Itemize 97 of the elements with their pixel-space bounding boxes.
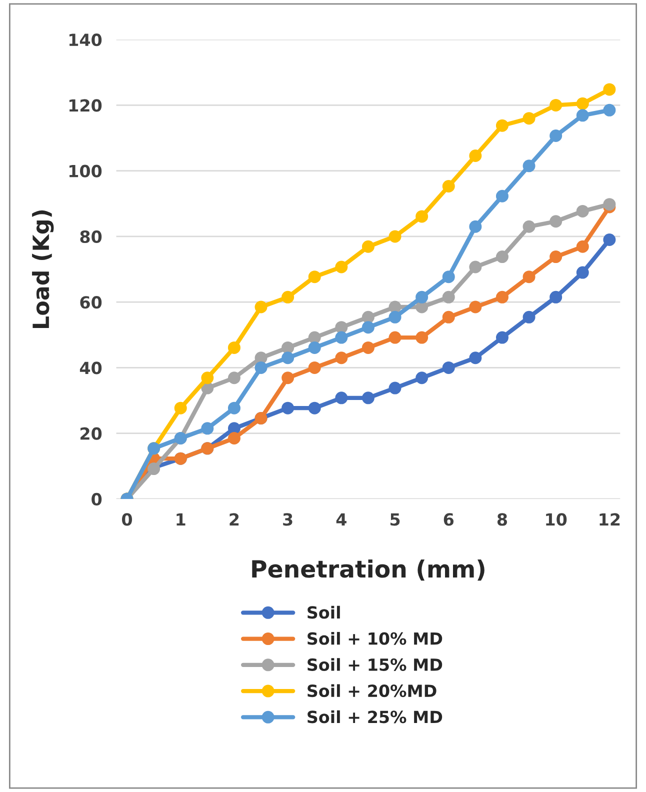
point [603, 234, 616, 246]
point [522, 310, 536, 324]
point [603, 83, 616, 96]
point [335, 331, 348, 344]
x-tick-label: 1 [176, 513, 186, 526]
point [522, 112, 536, 125]
point [335, 321, 348, 334]
point [362, 310, 374, 324]
y-tick-label: 100 [69, 164, 102, 178]
point [576, 97, 589, 110]
y-tick-label: 20 [80, 427, 102, 440]
x-tick-label: 8 [497, 513, 507, 526]
point [496, 190, 508, 202]
point [496, 331, 508, 344]
x-tick-label: 12 [600, 513, 620, 526]
point [388, 310, 402, 324]
point [362, 240, 374, 253]
point [362, 392, 374, 404]
x-tick-label: 6 [444, 513, 454, 526]
point [308, 402, 321, 414]
point [228, 432, 240, 445]
point [496, 119, 508, 132]
point [254, 361, 268, 374]
y-tick-label: 80 [80, 230, 102, 244]
point [469, 260, 482, 274]
point [550, 98, 562, 112]
x-tick-label: 0 [122, 513, 132, 526]
y-tick-label: 140 [69, 34, 102, 46]
legend-label: Soil [308, 606, 340, 619]
point [228, 402, 240, 414]
point [442, 310, 455, 324]
point [576, 204, 589, 218]
point [442, 361, 455, 374]
point [308, 270, 321, 284]
point [228, 372, 240, 384]
point [442, 290, 455, 304]
point [416, 331, 428, 344]
point [282, 352, 294, 364]
point [603, 104, 616, 116]
legend-label: Soil + 15% MD [308, 658, 442, 671]
x-tick-label: 5 [390, 513, 400, 526]
point [388, 300, 402, 314]
y-tick-label: 40 [80, 362, 102, 374]
x-tick-label: 4 [336, 513, 346, 526]
point [469, 150, 482, 162]
point [550, 250, 562, 264]
point [388, 230, 402, 243]
point [496, 250, 508, 264]
point [201, 372, 214, 384]
point [308, 341, 321, 354]
point [603, 198, 616, 211]
x-axis-title: Penetration (mm) [252, 560, 484, 581]
point [308, 361, 321, 374]
point [282, 341, 294, 354]
point [469, 220, 482, 233]
point [388, 331, 402, 344]
point [522, 270, 536, 284]
point [335, 392, 348, 404]
y-axis-title: Load (Kg) [32, 210, 54, 328]
point [388, 382, 402, 394]
y-tick-label: 120 [69, 99, 102, 112]
x-tick-label: 3 [283, 513, 292, 526]
point [282, 290, 294, 304]
point [550, 290, 562, 304]
legend-label: Soil + 10% MD [308, 632, 442, 645]
point [496, 290, 508, 304]
point [469, 352, 482, 364]
point [254, 300, 268, 314]
point [576, 266, 589, 279]
legend-label: Soil + 25% MD [308, 710, 442, 724]
legend-label: Soil + 20%MD [308, 684, 436, 698]
x-tick-label: 2 [230, 513, 239, 526]
point [174, 402, 187, 414]
point [282, 402, 294, 414]
point [576, 109, 589, 122]
point [335, 352, 348, 364]
y-tick-label: 0 [92, 492, 102, 506]
point [201, 422, 214, 435]
point [522, 220, 536, 233]
point [442, 180, 455, 193]
point [442, 270, 455, 284]
point [416, 210, 428, 223]
point [576, 240, 589, 253]
x-tick-label: 10 [546, 513, 567, 526]
point [335, 260, 348, 274]
point [522, 160, 536, 172]
point [362, 321, 374, 334]
point [550, 129, 562, 142]
y-tick-label: 60 [80, 296, 102, 309]
point [469, 300, 482, 314]
point [550, 215, 562, 228]
point [308, 331, 321, 344]
point [282, 372, 294, 384]
point [416, 372, 428, 384]
point [416, 290, 428, 304]
point [228, 341, 240, 354]
point [362, 341, 374, 354]
